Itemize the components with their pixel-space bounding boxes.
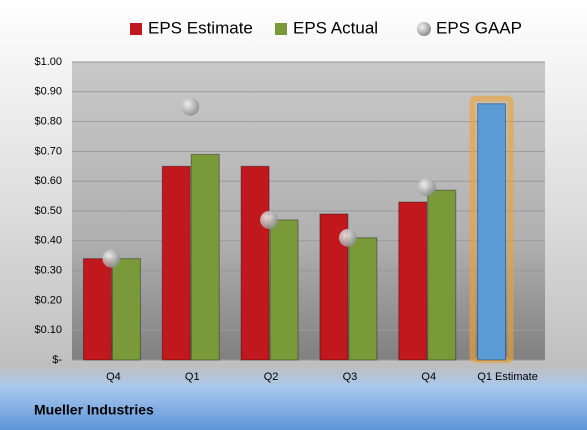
y-tick-label: $- (52, 354, 62, 366)
legend-text: EPS Estimate (148, 18, 253, 37)
x-tick-label: Q1 Estimate (477, 371, 538, 383)
legend-marker (417, 22, 431, 36)
y-tick-label: $0.10 (34, 324, 62, 336)
y-tick-label: $0.90 (34, 86, 62, 98)
gaap-marker (260, 210, 279, 229)
gaap-marker (338, 228, 357, 247)
y-tick-label: $0.50 (34, 205, 62, 217)
bar (82, 258, 112, 361)
y-tick-label: $0.60 (34, 175, 62, 187)
bar (240, 165, 270, 361)
y-tick-label: $0.20 (34, 294, 62, 306)
x-tick-label: Q4 (421, 371, 436, 383)
x-tick-label: Q2 (264, 371, 279, 383)
bar (477, 103, 507, 361)
gaap-marker (181, 97, 200, 116)
y-tick-label: $1.00 (34, 56, 62, 68)
bar (111, 258, 141, 361)
bar (190, 153, 220, 361)
footer: Mueller Industries (34, 402, 154, 418)
y-tick-label: $0.70 (34, 145, 62, 157)
legend-text: EPS Actual (293, 18, 378, 37)
x-tick-label: Q3 (343, 371, 358, 383)
y-tick-label: $0.40 (34, 235, 62, 247)
legend-text: EPS GAAP (436, 18, 522, 37)
gaap-marker (417, 178, 436, 197)
legend-marker (275, 23, 287, 35)
bar (427, 189, 457, 361)
x-tick-label: Q4 (106, 371, 121, 383)
bar (398, 201, 428, 361)
y-tick-label: $0.30 (34, 265, 62, 277)
bar (348, 237, 378, 361)
gaap-marker (102, 249, 121, 268)
bar (269, 219, 299, 361)
legend-marker (130, 23, 142, 35)
y-tick-label: $0.80 (34, 116, 62, 128)
bar (161, 165, 191, 361)
x-tick-label: Q1 (185, 371, 200, 383)
